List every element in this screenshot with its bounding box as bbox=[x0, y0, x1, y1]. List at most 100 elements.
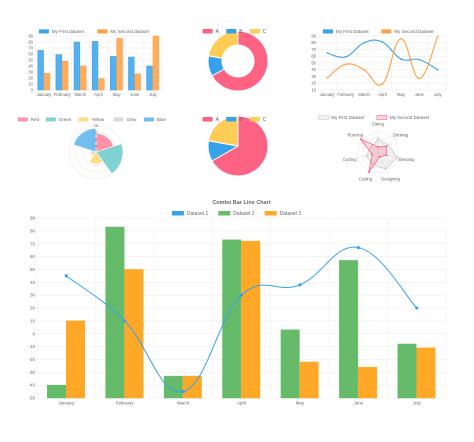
legend-label: My Second Dataset bbox=[390, 115, 430, 120]
data-point bbox=[381, 41, 384, 43]
data-point bbox=[387, 143, 390, 146]
bar bbox=[128, 56, 135, 91]
y-tick-label: 20 bbox=[30, 306, 36, 311]
data-point bbox=[400, 37, 402, 40]
data-point bbox=[381, 83, 384, 85]
data-point bbox=[356, 245, 360, 250]
data-point bbox=[359, 138, 362, 141]
bar bbox=[397, 343, 417, 399]
y-tick-label: 0 bbox=[31, 87, 34, 92]
radar-spoke bbox=[377, 152, 400, 159]
x-tick-label: May bbox=[113, 92, 122, 97]
bar bbox=[80, 65, 87, 91]
y-tick-label: 80 bbox=[311, 40, 316, 45]
r-tick-label: 4 bbox=[95, 143, 98, 148]
bar bbox=[110, 56, 117, 91]
bar bbox=[299, 361, 319, 399]
y-tick-label: -50 bbox=[28, 396, 35, 401]
radar-axis-label: Designing bbox=[381, 177, 400, 182]
legend-swatch bbox=[38, 29, 49, 34]
x-tick-label: July bbox=[413, 401, 422, 406]
y-tick-label: 70 bbox=[30, 241, 36, 246]
data-point bbox=[378, 155, 381, 158]
y-tick-label: 30 bbox=[30, 293, 36, 298]
bar bbox=[73, 41, 81, 91]
data-point bbox=[436, 35, 439, 37]
data-point bbox=[64, 274, 68, 278]
legend-swatch bbox=[97, 29, 108, 34]
x-tick-label: April bbox=[94, 92, 102, 97]
x-tick-label: June bbox=[130, 92, 140, 97]
data-point bbox=[326, 52, 329, 54]
legend-swatch bbox=[143, 117, 154, 122]
bar bbox=[91, 41, 99, 91]
combo-bar-line-chart: -50 -40 -30 -20 -10 0 10 20 30 40 50 60 70 80 90 Januar… bbox=[28, 200, 447, 406]
legend-swatch bbox=[17, 117, 28, 122]
radar-axis-label: Cycling bbox=[343, 157, 357, 162]
y-tick-label: 50 bbox=[28, 57, 33, 62]
bar bbox=[98, 78, 105, 91]
data-point bbox=[370, 146, 373, 149]
y-tick-label: 40 bbox=[311, 67, 316, 72]
legend-swatch bbox=[171, 211, 184, 216]
y-tick-label: 70 bbox=[28, 45, 33, 50]
data-point bbox=[377, 145, 379, 148]
y-tick-label: 10 bbox=[28, 81, 33, 86]
legend-label: A bbox=[216, 29, 220, 35]
legend-label: B bbox=[239, 29, 243, 35]
legend-label: Dataset 3 bbox=[280, 211, 302, 217]
y-tick-label: 80 bbox=[30, 228, 36, 233]
x-tick-label: February bbox=[337, 92, 355, 97]
x-tick-label: April bbox=[237, 401, 246, 406]
y-tick-label: 60 bbox=[28, 51, 33, 56]
radar-spoke bbox=[356, 152, 379, 159]
y-tick-label: 50 bbox=[30, 267, 36, 272]
y-tick-label: 30 bbox=[28, 69, 33, 74]
legend-label: A bbox=[216, 117, 220, 123]
data-point bbox=[436, 68, 439, 71]
radar-spoke bbox=[368, 152, 379, 173]
legend-label: My First dataset bbox=[52, 29, 85, 34]
x-tick-label: April bbox=[378, 92, 386, 97]
data-point bbox=[344, 56, 347, 58]
x-tick-label: January bbox=[58, 401, 75, 406]
y-tick-label: 60 bbox=[30, 254, 36, 259]
doughnut-chart: A B C bbox=[202, 29, 269, 92]
x-tick-label: July bbox=[149, 92, 157, 97]
radar-spoke bbox=[360, 139, 379, 154]
legend-label: Yellow bbox=[91, 117, 105, 122]
y-tick-label: 60 bbox=[311, 54, 316, 59]
pie-slice bbox=[211, 30, 269, 92]
legend-swatch bbox=[202, 117, 213, 122]
bar bbox=[61, 60, 69, 91]
legend-swatch bbox=[322, 29, 333, 34]
data-point bbox=[298, 283, 302, 287]
y-tick-label: 40 bbox=[28, 63, 33, 68]
legend-label: Red bbox=[31, 117, 40, 122]
x-tick-label: March bbox=[177, 401, 190, 406]
bar bbox=[241, 240, 261, 399]
bar bbox=[55, 54, 62, 91]
data-point bbox=[418, 58, 421, 61]
radar-gridline bbox=[361, 136, 395, 169]
radar-axis-label: Eating bbox=[372, 122, 385, 127]
radar-series bbox=[365, 138, 398, 170]
bar bbox=[358, 366, 378, 399]
bar bbox=[280, 329, 300, 399]
bar bbox=[43, 72, 51, 91]
y-tick-label: 0 bbox=[32, 331, 35, 336]
bar bbox=[163, 375, 183, 399]
x-tick-label: February bbox=[116, 401, 135, 406]
y-tick-label: 40 bbox=[30, 280, 36, 285]
polar-segment bbox=[73, 128, 97, 153]
x-tick-label: February bbox=[54, 92, 72, 97]
x-tick-label: May bbox=[397, 92, 406, 97]
y-tick-label: 90 bbox=[311, 33, 316, 38]
bar bbox=[134, 73, 141, 91]
x-tick-label: May bbox=[296, 401, 305, 406]
data-point bbox=[400, 58, 402, 60]
legend-swatch bbox=[218, 211, 231, 216]
bar bbox=[339, 260, 359, 399]
legend-swatch bbox=[249, 117, 260, 122]
radar-gridline bbox=[356, 130, 400, 174]
